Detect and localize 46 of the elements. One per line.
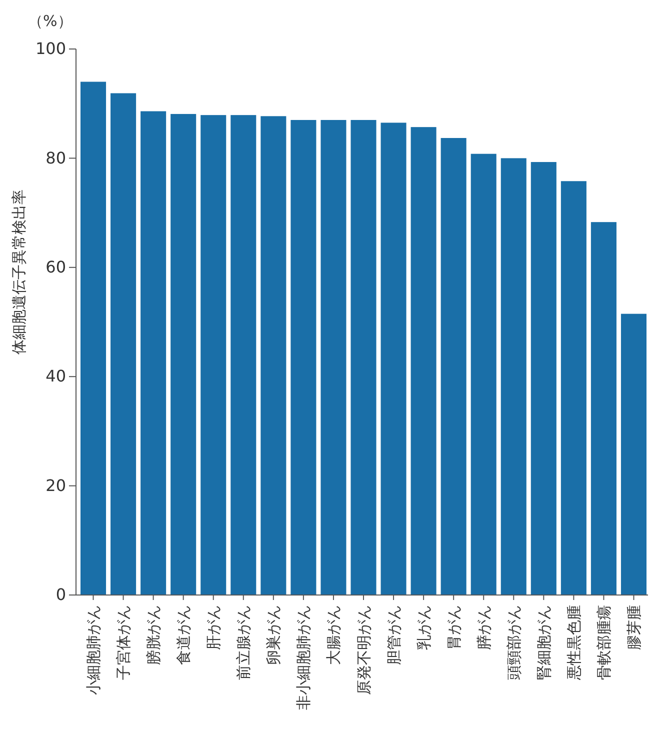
bar [560, 181, 586, 595]
bar [500, 158, 526, 595]
x-tick-label: 子宮体がん [114, 605, 133, 680]
x-tick-label: 小細胞肺がん [84, 605, 103, 695]
bar [440, 138, 466, 595]
x-tick-label: 膠芽腫 [624, 605, 643, 650]
x-tick-label: 胃がん [444, 605, 463, 650]
x-tick-label: 頭頸部がん [504, 605, 523, 680]
y-axis-title: 体細胞遺伝子異常検出率 [10, 190, 28, 354]
x-tick-label: 膀胱がん [144, 605, 163, 665]
x-tick-label: 骨軟部腫瘍 [594, 605, 613, 680]
y-tick-label: 20 [46, 476, 66, 495]
text: （%） [28, 12, 72, 30]
bar [470, 154, 496, 595]
bar [620, 314, 646, 595]
x-tick-label: 卵巣がん [264, 605, 283, 665]
bar [590, 222, 616, 595]
x-tick-label: 胆管がん [384, 605, 403, 665]
x-tick-label: 原発不明がん [354, 605, 373, 695]
bar [350, 120, 376, 595]
bar [110, 93, 136, 595]
bar [380, 122, 406, 595]
x-tick-label: 食道がん [174, 605, 193, 665]
x-tick-label: 腎細胞がん [534, 605, 553, 680]
bar [80, 82, 106, 595]
bar [260, 116, 286, 595]
bar [410, 127, 436, 595]
x-tick-label: 乳がん [414, 605, 433, 650]
bar [170, 114, 196, 595]
bar [290, 120, 316, 595]
y-tick-label: 40 [46, 366, 66, 386]
x-tick-label: 膵がん [474, 605, 493, 650]
x-tick-label: 大腸がん [324, 605, 343, 665]
x-tick-label: 肝がん [204, 605, 223, 650]
bar [200, 115, 226, 595]
y-tick-label: 100 [35, 39, 66, 58]
bar [230, 115, 256, 595]
x-tick-label: 悪性黒色腫 [564, 605, 583, 681]
y-tick-label: 60 [46, 258, 66, 277]
bar [530, 162, 556, 595]
bar [320, 120, 346, 595]
y-tick-label: 80 [46, 148, 66, 168]
x-tick-label: 非小細胞肺がん [294, 605, 313, 710]
x-tick-label: 前立腺がん [234, 605, 253, 680]
y-tick-label: 0 [56, 585, 66, 604]
bar [140, 111, 166, 595]
